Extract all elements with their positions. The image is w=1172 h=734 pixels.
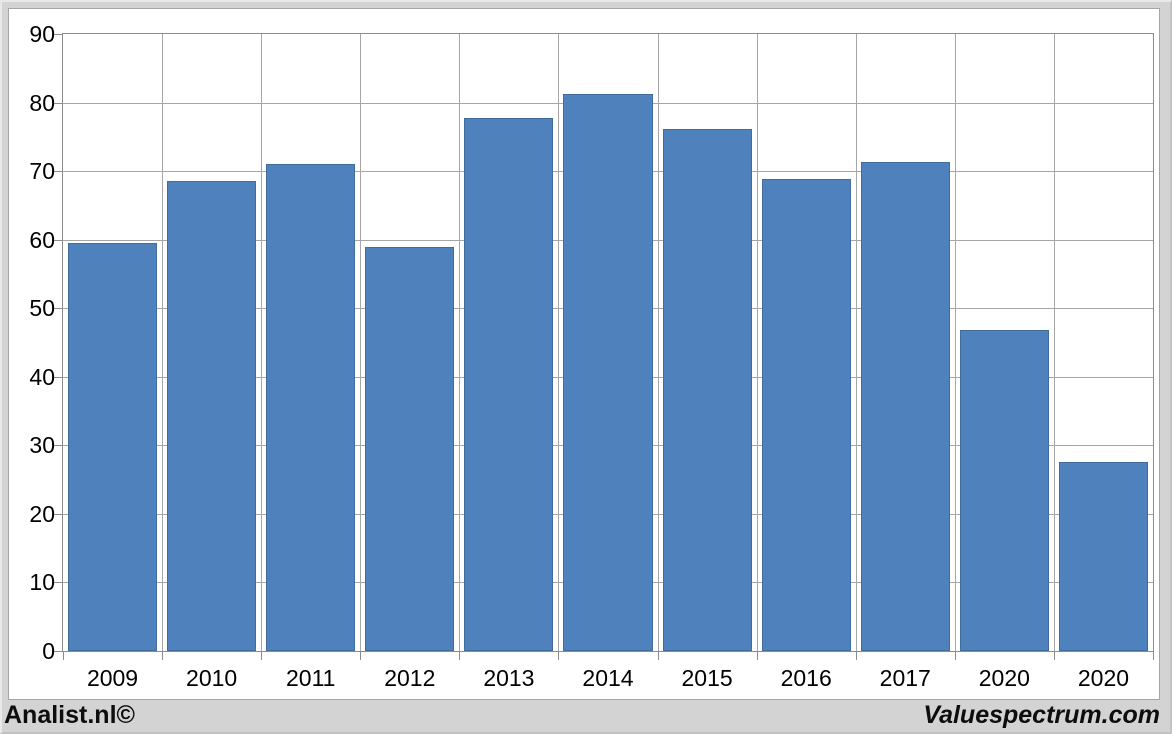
y-tick-label: 30 [29,432,55,459]
valuespectrum-credit: Valuespectrum.com [923,700,1160,729]
x-tick-label: 2016 [780,665,832,691]
footer-bar: Analist.nl© Valuespectrum.com [2,700,1170,732]
analist-credit: Analist.nl© [4,700,135,729]
bar-2014 [563,94,653,651]
y-axis-tick [54,239,62,241]
x-tick-label: 2013 [483,665,535,691]
x-axis-tick [459,652,461,660]
y-axis-tick [54,308,62,310]
y-axis-tick [54,34,62,35]
bar-2020 [1058,462,1148,651]
x-axis-tick [261,652,263,660]
x-axis-tick [1053,652,1055,660]
x-axis-tick [558,652,560,660]
y-tick-label: 0 [42,638,55,664]
gridline-vertical [360,34,362,651]
gridline-vertical [657,34,659,651]
y-tick-label: 90 [29,21,55,47]
bar-2017 [860,161,950,651]
x-tick-label: 2009 [86,665,139,691]
x-tick-label: 2015 [681,665,733,691]
x-tick-label: 2012 [384,665,436,691]
gridline-vertical [459,34,461,651]
y-tick-label: 50 [29,295,55,322]
gridline-vertical [756,34,758,651]
x-tick-label: 2020 [1077,665,1130,691]
y-axis-tick [54,651,62,652]
x-tick-label: 2017 [879,665,931,691]
x-tick-label: 2011 [285,665,336,691]
bar-2020 [959,330,1049,651]
y-axis-tick [54,513,62,515]
plot-area [62,33,1154,652]
bar-2015 [662,129,752,651]
x-axis-tick [855,652,857,660]
x-tick-label: 2020 [978,665,1030,691]
gridline-vertical [855,34,857,651]
gridline-vertical [261,34,263,651]
x-tick-label: 2010 [186,665,238,691]
y-axis-tick [54,171,62,173]
x-axis-tick [360,652,362,660]
y-axis-tick [54,445,62,447]
bar-2013 [464,118,554,651]
bar-2009 [68,243,158,651]
y-axis-tick [54,582,62,584]
gridline-vertical [162,34,164,651]
x-axis-tick [756,652,758,660]
x-axis-tick [954,652,956,660]
x-axis-tick [63,652,64,660]
x-axis-tick [657,652,659,660]
y-tick-label: 40 [29,363,55,390]
bar-2016 [761,178,851,651]
y-tick-label: 80 [29,89,55,116]
bar-2010 [167,180,257,651]
x-tick-label: 2014 [582,665,634,691]
gridline-vertical [1053,34,1055,651]
y-tick-label: 10 [29,569,55,596]
y-axis-tick [54,376,62,378]
x-axis-tick [162,652,164,660]
y-tick-label: 70 [29,158,55,185]
y-tick-label: 60 [29,226,55,253]
chart-canvas: 0 10 20 30 40 50 60 70 80 90 2009 2010 2011 2012 2013 2… [8,8,1160,700]
bar-2011 [266,163,356,651]
bar-2012 [365,246,455,651]
y-tick-label: 20 [29,500,55,527]
gridline-vertical [558,34,560,651]
x-axis-tick [1153,652,1154,660]
y-axis-tick [54,102,62,104]
gridline-vertical [954,34,956,651]
